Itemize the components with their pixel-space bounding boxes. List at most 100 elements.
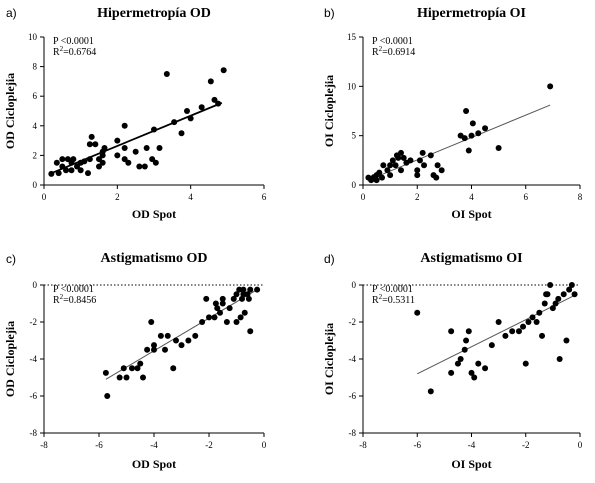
chart-title: Hipermetropía OD [97,6,211,21]
data-point [571,291,578,298]
data-point [416,157,423,164]
data-point [226,305,233,312]
data-point [461,135,468,142]
panel-letter: c) [6,252,16,266]
data-point [187,115,194,122]
data-point [211,96,218,103]
data-point [152,159,159,166]
r-squared-label: R2=0.5311 [372,293,415,306]
data-point [547,282,554,288]
p-value-label: P <0.0001 [53,284,94,295]
data-point [541,300,548,307]
x-tick-label: 2 [115,192,120,202]
data-point [544,291,551,298]
y-tick-label: 2 [33,150,38,160]
data-point [254,286,261,293]
data-point [68,167,75,174]
x-tick-label: 0 [361,192,366,202]
data-point [134,365,141,372]
x-tick-label: 4 [469,192,474,202]
data-point [55,170,62,177]
data-point [448,328,455,335]
data-point [468,132,475,139]
chart-panel-3: c) Astigmatismo OD -8 -6 -4 -2 0 -8 -6 -4 -2 0 OD Sp… [3,251,267,471]
data-point [85,170,91,177]
y-tick-label: -4 [349,354,357,364]
data-point [387,172,394,179]
data-point [471,374,478,381]
y-tick-label: 8 [33,62,38,72]
data-point [173,337,179,344]
data-point [434,162,441,169]
data-point [465,147,472,154]
data-point [141,163,148,170]
x-tick-label: -2 [522,440,530,450]
data-point [536,309,543,316]
data-point [247,328,254,335]
data-point [125,159,132,166]
y-tick-label: 0 [352,280,357,290]
data-point [247,286,254,293]
data-point [509,328,516,335]
y-tick-label: 0 [33,180,38,190]
data-point [384,167,391,174]
x-tick-label: -4 [468,440,476,450]
data-point [77,167,84,174]
data-point [74,163,80,170]
data-point [419,149,426,156]
data-point [214,305,221,312]
data-point [114,152,121,159]
data-point [380,162,387,169]
data-point [465,328,472,335]
data-point [414,309,421,316]
r-squared-label: R2=0.8456 [53,293,96,306]
regression-line [368,104,551,181]
data-point [151,342,157,349]
data-point [199,319,206,325]
data-point [132,148,139,155]
y-tick-label: 6 [33,91,38,101]
data-point [389,157,396,164]
data-point [241,309,248,316]
data-point [123,374,130,381]
data-point [121,122,128,129]
data-point [463,337,470,344]
data-point [495,319,502,325]
data-point [70,156,77,163]
chart-panel-4: d) Astigmatismo OI -8 -6 -4 -2 0 -8 -6 -4 -2 0 OI Sp… [322,251,583,471]
y-tick-label: -2 [349,317,357,327]
x-tick-label: -8 [359,440,367,450]
data-point [64,156,71,163]
p-value-label: P <0.0001 [53,36,94,47]
data-point [427,388,434,395]
data-point [556,356,563,362]
x-tick-label: -2 [205,440,213,450]
y-tick-label: 10 [347,81,357,91]
data-point [245,295,252,302]
chart-title: Hipermetropía OI [417,6,526,21]
p-value-label: P <0.0001 [372,284,413,295]
data-point [102,369,109,376]
data-point [414,167,421,174]
data-point [63,167,69,174]
x-tick-label: -6 [414,440,422,450]
data-point [237,314,244,321]
data-point [185,337,192,344]
chart-title: Astigmatismo OI [420,251,522,266]
x-axis-label: OI Spot [451,457,491,471]
data-point [400,154,407,161]
y-axis-label: OD Cicloplejia [3,73,17,149]
data-point [376,169,383,176]
data-point [162,346,168,353]
data-point [433,174,440,181]
data-point [151,126,157,133]
y-tick-label: -4 [30,354,38,364]
chart-panel-2: b) Hipermetropía OI 0 2 4 6 8 0 5 10 15 OI Spot OI C… [322,6,583,221]
data-point [164,332,171,339]
data-point [378,174,385,181]
y-tick-label: 5 [352,131,357,141]
y-tick-label: -8 [349,428,357,438]
data-point [240,286,247,293]
data-point [219,300,226,307]
